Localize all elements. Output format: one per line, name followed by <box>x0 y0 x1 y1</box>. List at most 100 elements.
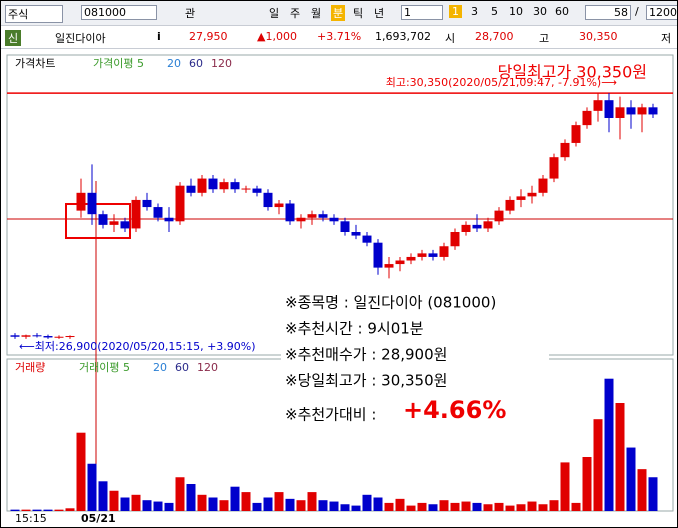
minute-5[interactable]: 5 <box>491 5 498 18</box>
candle-body <box>516 196 526 200</box>
candle-body <box>307 214 317 218</box>
volume-bar <box>395 498 405 511</box>
volume-bar <box>505 505 515 511</box>
candle-body <box>263 192 273 208</box>
candle-body <box>164 217 174 222</box>
candle-body <box>351 232 361 236</box>
minute-30[interactable]: 30 <box>533 5 547 18</box>
period-day[interactable]: 일 <box>269 7 280 20</box>
candle-body <box>626 107 636 115</box>
volume-bar <box>208 497 218 511</box>
interval-select[interactable]: 1 <box>401 5 443 20</box>
price-legend: 가격차트 <box>15 57 55 70</box>
candle-body <box>109 221 119 225</box>
volume-ma-legend: 60 <box>175 361 189 374</box>
volume-ma-legend: 120 <box>197 361 218 374</box>
candle-body <box>98 214 108 225</box>
candle-body <box>208 178 218 190</box>
candle-body <box>582 110 592 126</box>
volume-bar <box>21 509 31 511</box>
volume-bar <box>351 505 361 511</box>
candle-body <box>604 100 614 118</box>
candle-body <box>527 192 537 197</box>
volume-bar <box>626 447 636 511</box>
volume-bar <box>604 378 614 511</box>
interest-button[interactable]: 관 <box>185 7 196 20</box>
high-label: 고 <box>539 32 550 45</box>
volume-bar <box>153 501 163 511</box>
candle-body <box>219 182 229 190</box>
volume-bar <box>549 500 559 511</box>
minute-60[interactable]: 60 <box>555 5 569 18</box>
volume-ma-legend: 거래이평 5 <box>79 361 130 374</box>
volume-bar <box>340 504 350 511</box>
volume-bar <box>186 484 196 511</box>
candle-body <box>76 192 86 211</box>
volume-bar <box>142 500 152 511</box>
volume-bar <box>439 500 449 511</box>
volume-bar <box>230 486 240 511</box>
candle-body <box>230 182 240 190</box>
volume-bar <box>472 502 482 511</box>
market-select[interactable]: 주식 <box>5 5 63 23</box>
candle-body <box>241 188 251 190</box>
candle-body <box>142 199 152 208</box>
volume-bar <box>164 502 174 511</box>
period-week[interactable]: 주 <box>290 7 301 20</box>
ma-legend: 가격이평 5 <box>93 57 144 70</box>
toolbar: 주식 081000 관 일 주 월 분 틱 년 1 1 3 5 10 30 60… <box>1 1 677 26</box>
candle-body <box>593 100 603 111</box>
price: 27,950 <box>189 30 228 43</box>
candle-body <box>439 246 449 257</box>
volume-legend: 거래량 <box>15 361 45 374</box>
candle-body <box>175 185 185 222</box>
candle-body <box>406 256 416 261</box>
volume-bar <box>274 492 284 511</box>
candle-body <box>428 253 438 257</box>
low-label: 저 <box>661 32 672 45</box>
max-count[interactable]: 1200 <box>646 5 677 20</box>
volume: 1,693,702 <box>375 30 431 43</box>
volume-bar <box>263 497 273 511</box>
candle-body <box>10 335 20 337</box>
change-rate: +3.71% <box>317 30 362 43</box>
info-icon[interactable]: i <box>157 30 161 43</box>
slash: / <box>635 5 639 18</box>
candle-body <box>43 336 53 338</box>
x-label: 05/21 <box>81 512 116 525</box>
volume-bar <box>571 502 581 511</box>
period-year[interactable]: 년 <box>374 7 385 20</box>
volume-bar <box>131 494 141 511</box>
volume-ma-legend: 20 <box>153 361 167 374</box>
volume-bar <box>197 494 207 511</box>
candle-body <box>494 210 504 222</box>
volume-bar <box>384 502 394 511</box>
period-minute[interactable]: 분 <box>331 5 346 21</box>
volume-bar <box>285 498 295 511</box>
period-tick[interactable]: 틱 <box>353 7 364 20</box>
candle-body <box>153 207 163 218</box>
code-input[interactable]: 081000 <box>81 5 157 20</box>
annotation-box <box>281 287 549 435</box>
volume-bar <box>362 494 372 511</box>
minute-1[interactable]: 1 <box>449 5 462 18</box>
x-label: 15:15 <box>15 512 47 525</box>
high-value: 30,350 <box>579 30 618 43</box>
volume-bar <box>43 509 53 511</box>
candle-body <box>615 107 625 118</box>
volume-bar <box>483 504 493 511</box>
count-input[interactable]: 58 <box>585 5 631 20</box>
candle-body <box>274 203 284 208</box>
volume-bar <box>428 504 438 511</box>
minute-3[interactable]: 3 <box>471 5 478 18</box>
volume-bar <box>98 481 108 511</box>
annotation-line: ※추천매수가 : 28,900원 <box>285 346 447 364</box>
period-month[interactable]: 월 <box>311 7 322 20</box>
annotation-line: ※당일최고가 : 30,350원 <box>285 372 447 390</box>
candle-body <box>362 235 372 243</box>
annotation-line: ※추천가대비 : <box>285 406 376 424</box>
minute-10[interactable]: 10 <box>509 5 523 18</box>
candle-body <box>32 335 42 337</box>
candle-body <box>538 178 548 193</box>
